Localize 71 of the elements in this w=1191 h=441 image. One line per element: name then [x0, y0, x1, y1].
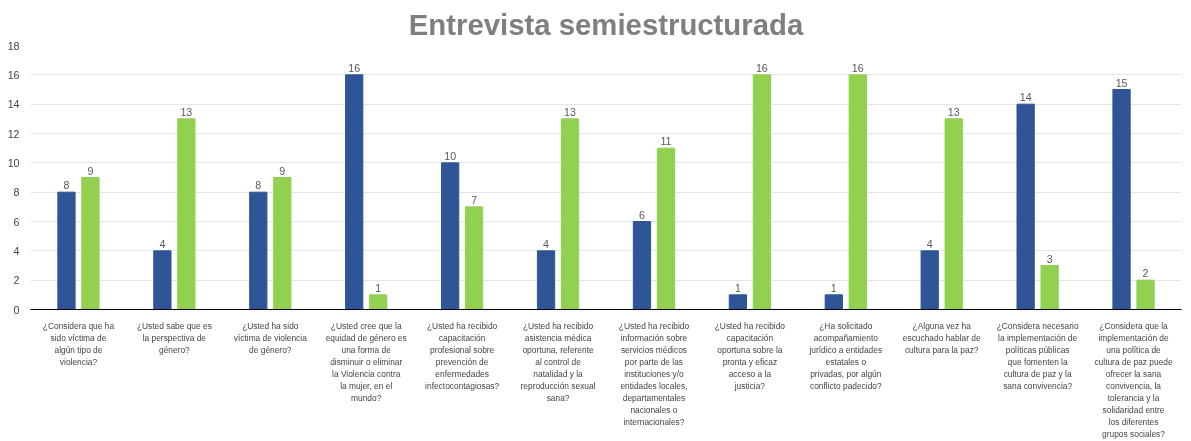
bar [441, 162, 460, 310]
bar [464, 206, 484, 310]
bar [1136, 279, 1155, 310]
bar [153, 250, 172, 310]
data-label: 1 [375, 281, 382, 294]
data-label: 9 [279, 164, 286, 177]
bar [728, 294, 748, 310]
bar [536, 250, 556, 310]
data-label: 2 [1142, 267, 1149, 280]
data-label: 9 [87, 164, 94, 177]
y-tick-label: 8 [13, 186, 20, 199]
category-label: ¿Usted ha recibido información sobre servicios médicos por parte de las instituciones y/o entidades locales, departamentales nacionales o internacionales? [618, 320, 690, 427]
y-tick-label: 12 [7, 127, 20, 140]
category-label: ¿Considera que la implementación de una política de cultura de paz puede ofrecer la sana convivencia, la tolerancia y la solidaridad entre los diferentes grupos sociales? [1094, 320, 1173, 439]
x-tick-label: ¿Alguna vez ha escuchado hablar de cultura para la paz? [902, 320, 981, 355]
data-label: 8 [255, 179, 262, 192]
data-label: 8 [63, 179, 70, 192]
data-label: 11 [660, 135, 672, 148]
bar [249, 191, 268, 310]
bar [369, 294, 388, 310]
bar [920, 250, 939, 310]
bar [752, 74, 771, 310]
data-label: 13 [947, 105, 960, 118]
bar [1040, 265, 1059, 310]
x-tick-label: ¿Ha solicitado acompañamiento jurídico a entidades estatales o privadas, por algún conflicto padecido? [808, 320, 883, 391]
x-tick-label: ¿Usted ha recibido capacitación profesional sobre prevención de enfermedades infectocontagiosas? [425, 320, 500, 391]
bar [57, 191, 76, 310]
x-tick-label: ¿Usted sabe que es la perspectiva de género? [136, 320, 212, 355]
y-tick-label: 0 [13, 303, 20, 316]
y-tick-label: 4 [13, 244, 20, 257]
bar [345, 74, 364, 310]
bar [177, 118, 196, 310]
data-label: 4 [159, 237, 166, 250]
data-label: 13 [564, 105, 577, 118]
y-tick-label: 18 [7, 39, 20, 52]
x-tick-label: ¿Usted ha sido víctima de violencia de género? [233, 320, 308, 355]
data-label: 14 [1019, 91, 1032, 104]
x-tick-label: ¿Considera que ha sido víctima de algún tipo de violencia? [42, 320, 115, 367]
data-label: 16 [348, 61, 361, 74]
bar [560, 118, 580, 310]
bar [944, 118, 963, 310]
data-label: 4 [543, 237, 550, 250]
data-label: 13 [180, 105, 193, 118]
data-label: 15 [1115, 76, 1128, 89]
bar [1112, 89, 1131, 310]
data-label: 16 [851, 61, 864, 74]
data-label: 10 [444, 149, 457, 162]
y-tick-label: 2 [13, 274, 20, 287]
data-label: 1 [734, 281, 741, 294]
bar [656, 147, 676, 310]
bar [81, 177, 100, 310]
data-label: 7 [471, 193, 478, 206]
x-tick-label: ¿Usted ha recibido asistencia médica oportuna, referente al control de natalidad y la reproducción sexual sana? [520, 320, 596, 403]
y-tick-label: 14 [7, 98, 20, 111]
y-tick-label: 10 [7, 156, 20, 169]
bar [848, 74, 867, 310]
bar [1016, 103, 1035, 310]
data-label: 3 [1046, 252, 1053, 265]
data-label: 6 [639, 208, 646, 221]
data-label: 16 [755, 61, 768, 74]
chart-title: Entrevista semiestructurada [408, 7, 804, 41]
data-label: 4 [926, 237, 933, 250]
y-tick-label: 6 [13, 215, 20, 228]
data-label: 1 [830, 281, 837, 294]
bar [632, 221, 652, 310]
x-tick-label: ¿Considera necesario la implementación de políticas públicas que fomenten la cultura de paz y la sana convivencia? [996, 320, 1079, 391]
x-tick-label: ¿Usted ha recibido capacitación oportuna sobre la pronta y eficaz acceso a la justicia? [714, 320, 786, 391]
y-tick-label: 16 [7, 68, 20, 81]
x-tick-label: ¿Usted cree que la equidad de género es una forma de disminuir o eliminar la Violencia contra la mujer, en el mundo? [325, 320, 407, 403]
bar [273, 177, 292, 310]
bar [824, 294, 843, 310]
